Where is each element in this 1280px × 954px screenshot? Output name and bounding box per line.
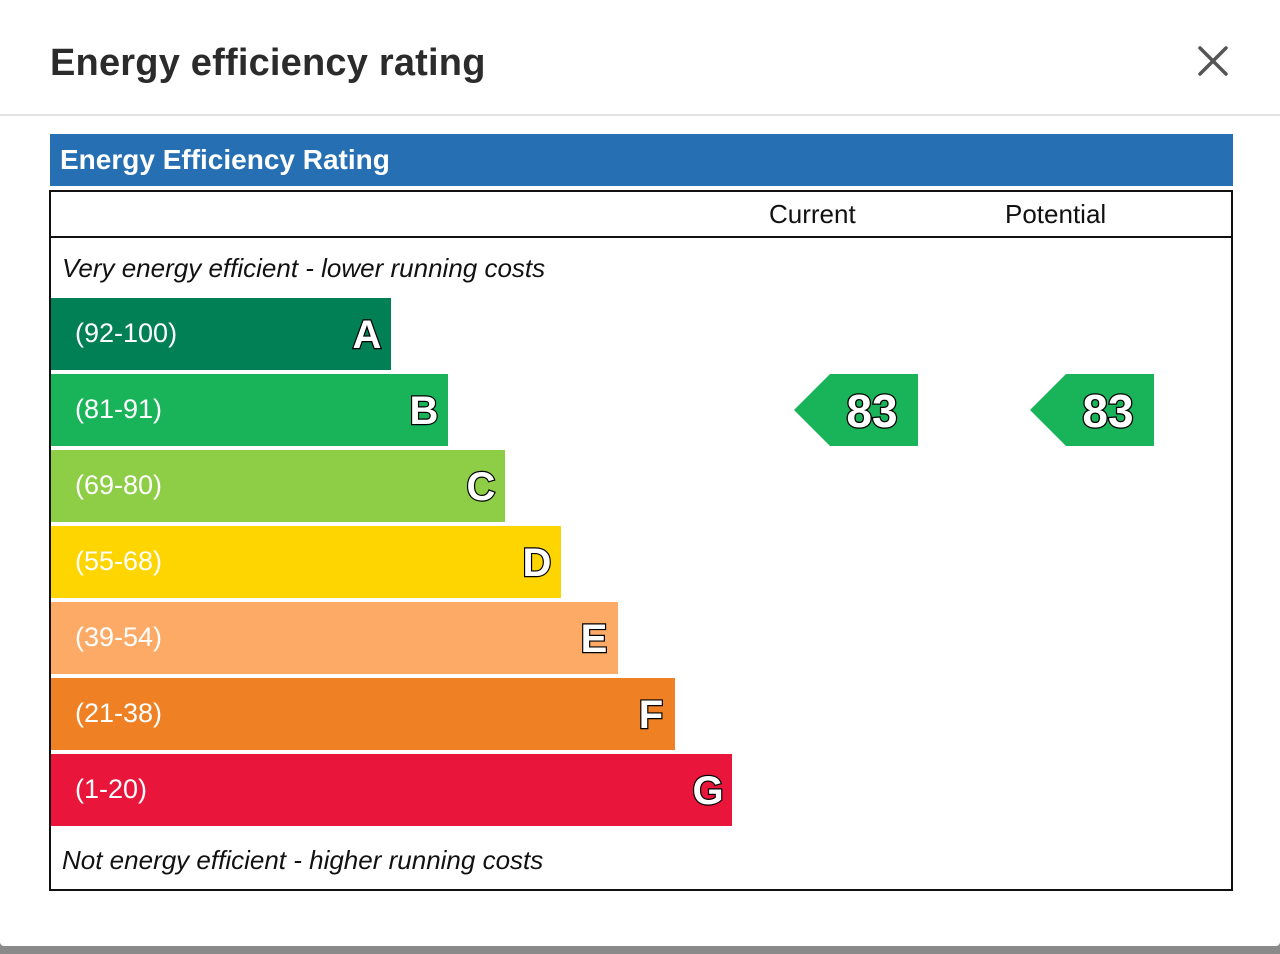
band-letter-text: C (467, 465, 496, 509)
close-button[interactable] (1190, 38, 1236, 84)
current-column-header: Current (769, 199, 856, 229)
efficient-note: Very energy efficient - lower running co… (62, 253, 546, 283)
band-range-label: (21-38) (75, 698, 163, 728)
rating-band-f: (21-38) F (51, 678, 675, 750)
band-letter: E (579, 616, 608, 662)
band-letter: A (351, 312, 382, 358)
current-rating-arrow: 83 (794, 374, 918, 446)
band-letter: F (638, 692, 665, 738)
close-icon (1198, 46, 1228, 76)
rating-band-a: (92-100) A (51, 298, 391, 370)
band-range-label: (69-80) (75, 470, 163, 500)
dialog-header: Energy efficiency rating (0, 0, 1280, 116)
dialog-title: Energy efficiency rating (50, 42, 486, 84)
chart-heading-bar: Energy Efficiency Rating (50, 134, 1233, 186)
rating-chart: Current Potential Very energy efficient … (49, 190, 1233, 891)
band-letter-text: B (410, 389, 439, 433)
rating-band-g: (1-20) G (51, 754, 732, 826)
band-range-label: (1-20) (75, 774, 148, 804)
band-letter-text: D (523, 541, 552, 585)
current-rating-arrow-shape (794, 374, 918, 446)
band-letter-text: G (692, 769, 723, 813)
band-range-label: (39-54) (75, 622, 163, 652)
rating-band-c: (69-80) C (51, 450, 505, 522)
potential-rating-value: 83 (1082, 385, 1133, 437)
potential-rating-arrow: 83 (1030, 374, 1154, 446)
band-letter: C (465, 464, 496, 510)
band-letter-text: A (353, 313, 382, 357)
chart-heading: Energy Efficiency Rating (60, 144, 390, 175)
potential-column-header: Potential (1005, 199, 1107, 229)
rating-band-b: (81-91) B (51, 374, 448, 446)
band-range-label: (81-91) (75, 394, 163, 424)
band-range-label: (55-68) (75, 546, 163, 576)
rating-band-d: (55-68) D (51, 526, 561, 598)
potential-rating-arrow-shape (1030, 374, 1154, 446)
column-header-row: Current Potential (51, 192, 1231, 238)
band-letter: B (408, 388, 439, 434)
rating-band-e: (39-54) E (51, 602, 618, 674)
current-rating-value: 83 (846, 385, 897, 437)
band-letter: D (521, 540, 552, 586)
band-range-label: (92-100) (75, 318, 178, 348)
band-letter-text: F (639, 693, 663, 737)
inefficient-note: Not energy efficient - higher running co… (62, 845, 544, 875)
band-letter: G (691, 768, 725, 814)
band-letter-text: E (581, 617, 608, 661)
